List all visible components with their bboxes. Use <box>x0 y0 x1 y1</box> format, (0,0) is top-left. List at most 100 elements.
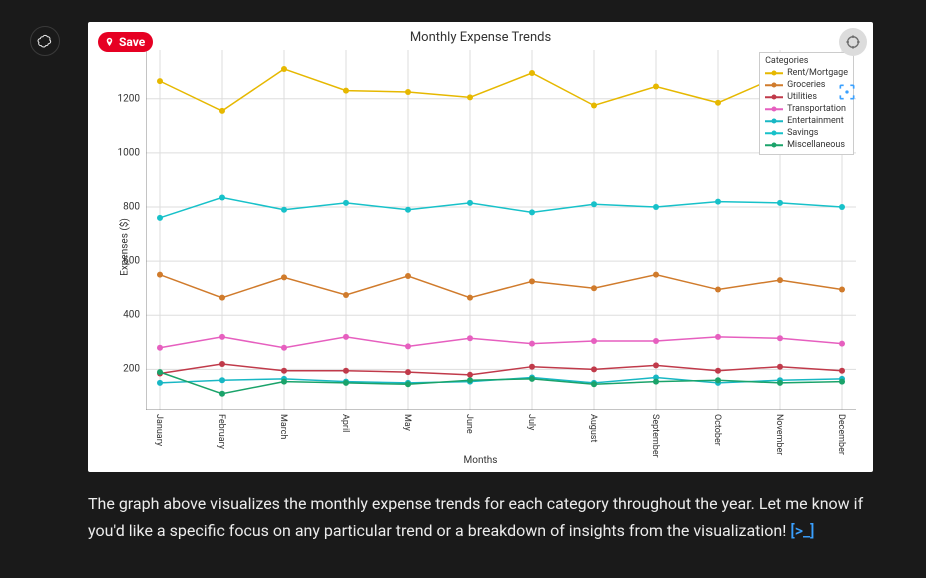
series-marker <box>529 341 535 347</box>
series-line <box>160 198 842 218</box>
legend-swatch <box>765 129 783 137</box>
series-marker <box>405 207 411 213</box>
series-marker <box>281 274 287 280</box>
screenshot-icon[interactable] <box>835 80 859 104</box>
series-marker <box>591 338 597 344</box>
x-tick-label: November <box>774 414 784 455</box>
series-line <box>160 275 842 298</box>
series-marker <box>777 335 783 341</box>
x-tick-label: January <box>154 414 164 446</box>
legend-label: Groceries <box>787 79 825 91</box>
series-marker <box>343 200 349 206</box>
series-marker <box>157 272 163 278</box>
x-tick-label: December <box>836 414 846 455</box>
series-marker <box>715 287 721 293</box>
series-marker <box>529 278 535 284</box>
chart-svg <box>146 50 856 410</box>
legend-label: Entertainment <box>787 115 844 127</box>
series-marker <box>219 295 225 301</box>
legend-swatch <box>765 93 783 101</box>
x-tick-label: May <box>402 414 412 431</box>
series-marker <box>777 364 783 370</box>
x-tick-label: September <box>650 414 660 458</box>
x-tick-label: July <box>526 414 536 430</box>
series-marker <box>839 368 845 374</box>
series-marker <box>405 369 411 375</box>
series-marker <box>157 380 163 386</box>
x-tick-label: June <box>464 414 474 434</box>
series-marker <box>529 70 535 76</box>
series-marker <box>405 381 411 387</box>
series-marker <box>591 381 597 387</box>
series-marker <box>715 199 721 205</box>
save-button[interactable]: Save <box>98 32 153 52</box>
series-marker <box>343 88 349 94</box>
legend-swatch <box>765 81 783 89</box>
legend-title: Categories <box>765 56 848 66</box>
series-marker <box>157 369 163 375</box>
series-marker <box>281 207 287 213</box>
target-icon[interactable] <box>839 28 867 56</box>
series-marker <box>715 368 721 374</box>
assistant-avatar <box>30 26 60 56</box>
legend-label: Utilities <box>787 91 817 103</box>
series-marker <box>591 102 597 108</box>
series-marker <box>777 380 783 386</box>
series-marker <box>467 295 473 301</box>
chart-figure: Save Monthly Expense Trends Expenses ($)… <box>88 22 873 472</box>
series-marker <box>467 335 473 341</box>
series-marker <box>839 341 845 347</box>
series-marker <box>653 338 659 344</box>
series-marker <box>219 334 225 340</box>
series-marker <box>281 379 287 385</box>
series-marker <box>839 204 845 210</box>
save-label: Save <box>119 35 145 49</box>
series-marker <box>529 364 535 370</box>
series-marker <box>653 362 659 368</box>
series-marker <box>715 377 721 383</box>
series-marker <box>715 334 721 340</box>
legend-swatch <box>765 117 783 125</box>
code-badge[interactable]: [>_] <box>790 521 814 540</box>
legend-item: Savings <box>765 127 848 139</box>
series-line <box>160 66 842 111</box>
x-tick-label: April <box>340 414 350 432</box>
series-marker <box>281 368 287 374</box>
legend-swatch <box>765 69 783 77</box>
series-marker <box>219 195 225 201</box>
legend-item: Miscellaneous <box>765 139 848 151</box>
legend-swatch <box>765 141 783 149</box>
legend-item: Transportation <box>765 103 848 115</box>
series-marker <box>591 201 597 207</box>
series-marker <box>219 108 225 114</box>
series-marker <box>777 277 783 283</box>
series-marker <box>653 84 659 90</box>
x-tick-label: October <box>712 414 722 446</box>
series-marker <box>405 273 411 279</box>
assistant-message: The graph above visualizes the monthly e… <box>88 490 873 544</box>
y-tick-label: 400 <box>123 310 140 321</box>
series-marker <box>343 368 349 374</box>
series-marker <box>653 379 659 385</box>
y-axis-label: Expenses ($) <box>119 218 130 276</box>
series-marker <box>591 366 597 372</box>
series-marker <box>281 345 287 351</box>
series-marker <box>529 376 535 382</box>
series-marker <box>343 380 349 386</box>
series-marker <box>467 200 473 206</box>
series-marker <box>219 377 225 383</box>
series-marker <box>157 78 163 84</box>
series-marker <box>839 287 845 293</box>
series-marker <box>405 89 411 95</box>
series-marker <box>219 361 225 367</box>
pin-icon <box>104 37 115 48</box>
x-tick-label: March <box>278 414 288 439</box>
series-marker <box>157 345 163 351</box>
caption-text: The graph above visualizes the monthly e… <box>88 494 863 540</box>
y-tick-label: 800 <box>123 201 140 212</box>
y-tick-label: 600 <box>123 256 140 267</box>
legend-label: Rent/Mortgage <box>787 67 848 79</box>
series-marker <box>653 204 659 210</box>
series-marker <box>157 215 163 221</box>
legend-swatch <box>765 105 783 113</box>
